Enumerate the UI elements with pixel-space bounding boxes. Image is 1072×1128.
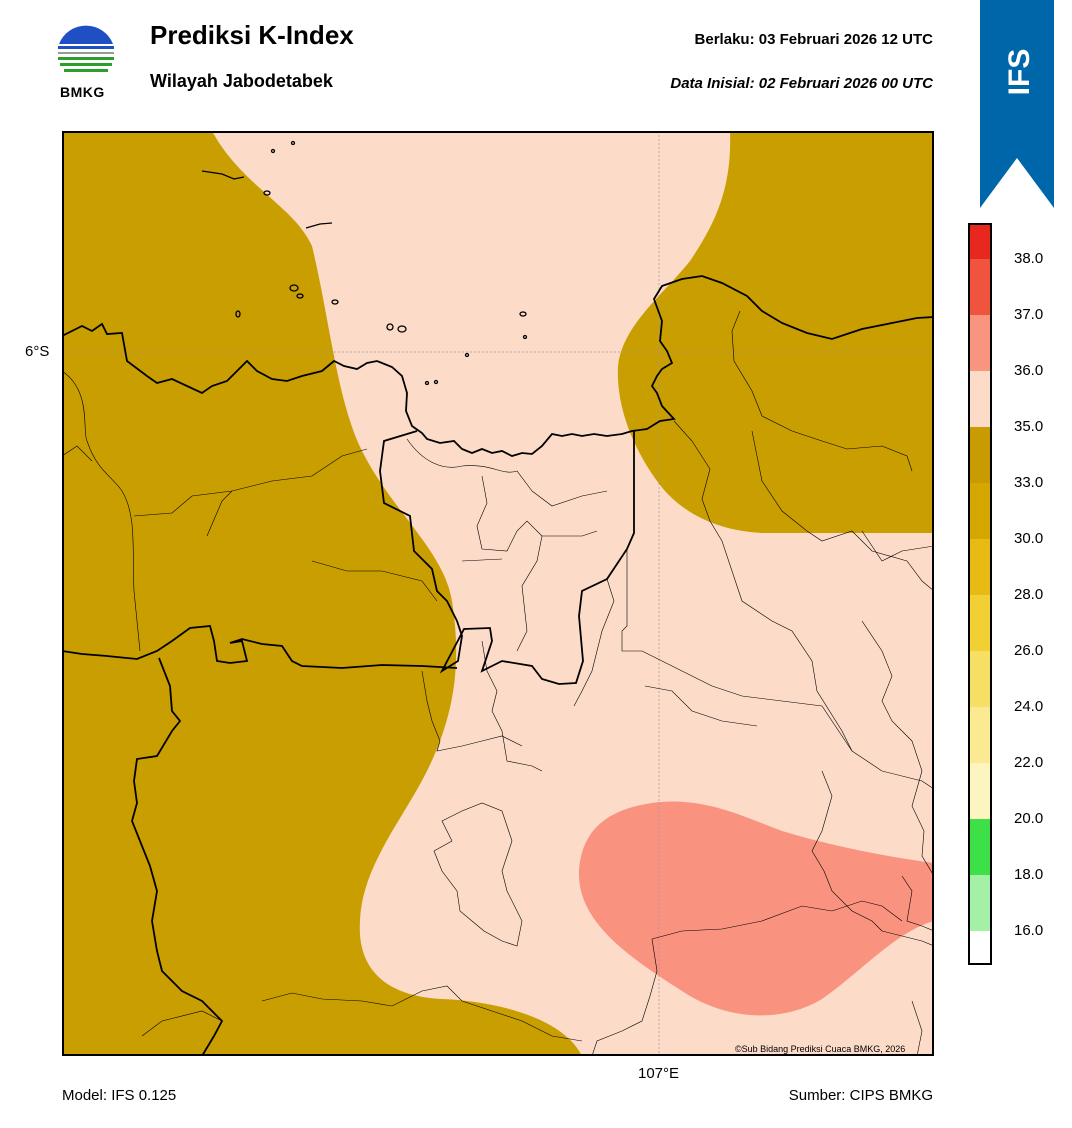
- map-credit: ©Sub Bidang Prediksi Cuaca BMKG, 2026: [735, 1044, 906, 1054]
- colorbar-segment: [970, 371, 990, 427]
- lat-label-6s: 6°S: [25, 343, 50, 360]
- colorbar-segment: [970, 763, 990, 819]
- colorbar-segment: [970, 595, 990, 651]
- province-boundary: [61, 625, 458, 669]
- coastline: [61, 275, 935, 457]
- valid-time: Berlaku: 03 Februari 2026 12 UTC: [694, 31, 933, 48]
- colorbar-label: 20.0: [1014, 810, 1044, 827]
- district-boundaries: [61, 310, 935, 1057]
- colorbar-label: 33.0: [1014, 474, 1044, 491]
- colorbar-label: 36.0: [1014, 362, 1044, 379]
- colorbar-segment: [970, 483, 990, 539]
- colorbar-segment: [970, 819, 990, 875]
- lon-label-107e: 107°E: [638, 1065, 680, 1082]
- colorbar-segment: [970, 931, 990, 963]
- source-label: Sumber: CIPS BMKG: [788, 1087, 933, 1104]
- colorbar: [968, 223, 992, 965]
- colorbar-label: 24.0: [1014, 698, 1044, 715]
- ifs-badge: [980, 0, 1054, 208]
- bmkg-logo: [55, 22, 117, 84]
- k-index-map: [61, 131, 935, 1057]
- islands: [201, 140, 528, 386]
- colorbar-segment: [970, 707, 990, 763]
- colorbar-segment: [970, 259, 990, 315]
- province-boundary: [131, 657, 224, 1057]
- page-title: Prediksi K-Index: [150, 20, 354, 50]
- colorbar-segment: [970, 875, 990, 931]
- colorbar-label: 28.0: [1014, 586, 1044, 603]
- colorbar-label: 26.0: [1014, 642, 1044, 659]
- map-svg: [61, 131, 935, 1057]
- salmon-zone: [578, 801, 934, 1016]
- colorbar-label: 16.0: [1014, 922, 1044, 939]
- init-time: Data Inisial: 02 Februari 2026 00 UTC: [670, 75, 933, 92]
- colorbar-svg: [968, 223, 992, 965]
- colorbar-label: 22.0: [1014, 754, 1044, 771]
- province-boundary: [379, 430, 635, 685]
- colorbar-frame: [968, 223, 992, 965]
- colorbar-label: 37.0: [1014, 306, 1044, 323]
- page-subtitle: Wilayah Jabodetabek: [150, 71, 333, 91]
- bmkg-logo-icon: [56, 23, 116, 83]
- colorbar-segment: [970, 225, 990, 259]
- model-label: Model: IFS 0.125: [62, 1087, 177, 1104]
- ifs-badge-text: IFS: [1003, 48, 1036, 96]
- logo-text: BMKG: [60, 84, 105, 100]
- colorbar-label: 18.0: [1014, 866, 1044, 883]
- colorbar-label: 35.0: [1014, 418, 1044, 435]
- colorbar-segment: [970, 539, 990, 595]
- ribbon-icon: [980, 0, 1054, 208]
- colorbar-segment: [970, 651, 990, 707]
- colorbar-segment: [970, 315, 990, 371]
- colorbar-segment: [970, 427, 990, 483]
- colorbar-label: 30.0: [1014, 530, 1044, 547]
- colorbar-label: 38.0: [1014, 250, 1044, 267]
